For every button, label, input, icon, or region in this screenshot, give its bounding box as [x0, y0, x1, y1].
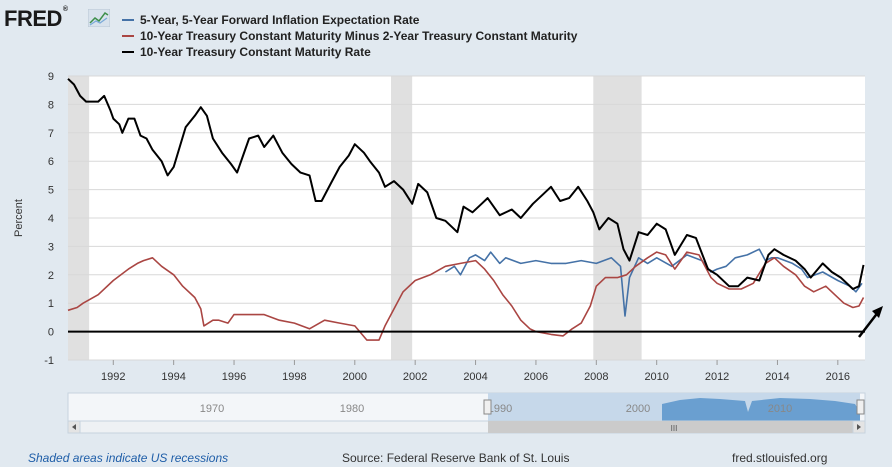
x-tick-label: 1994 [161, 371, 185, 383]
navigator-mini-series [662, 398, 860, 421]
x-tick-label: 2016 [826, 371, 850, 383]
fred-logo[interactable]: FRED® [4, 6, 68, 32]
y-tick-label: -1 [44, 355, 54, 367]
legend-swatch-black [122, 51, 134, 53]
navigator-decade-label: 2010 [768, 403, 792, 415]
site-link[interactable]: fred.stlouisfed.org [732, 451, 828, 465]
x-tick-label: 2004 [463, 371, 487, 383]
y-tick-label: 8 [48, 99, 54, 111]
x-tick-label: 2008 [584, 371, 608, 383]
x-tick-label: 1998 [282, 371, 306, 383]
navigator-handle-right[interactable] [856, 399, 865, 415]
range-navigator[interactable]: 1970 1980 1990 2000 2010 III [67, 392, 866, 434]
x-tick-label: 2006 [524, 371, 548, 383]
navigator-decade-label: 2000 [626, 403, 650, 415]
recession-note: Shaded areas indicate US recessions [28, 451, 229, 465]
x-tick-label: 2010 [644, 371, 668, 383]
legend-label: 5-Year, 5-Year Forward Inflation Expecta… [140, 13, 420, 27]
x-tick-label: 1996 [222, 371, 246, 383]
legend-swatch-blue [122, 19, 134, 21]
y-tick-label: 1 [48, 298, 54, 310]
legend-swatch-red [122, 35, 134, 37]
legend-entry[interactable]: 5-Year, 5-Year Forward Inflation Expecta… [122, 12, 577, 28]
annotation-arrow [858, 306, 883, 338]
gridlines [68, 75, 865, 361]
navigator-decade-label: 1990 [488, 403, 512, 415]
source-text: Source: Federal Reserve Bank of St. Loui… [342, 451, 570, 465]
logo-graph-icon [88, 9, 110, 27]
y-tick-label: 2 [48, 270, 54, 282]
x-axis-ticks: 1992 1994 1996 1998 2000 2002 2004 2006 2008 2010… [101, 360, 850, 383]
registered-mark: ® [62, 6, 68, 13]
x-tick-label: 2002 [403, 371, 427, 383]
series-line-0[interactable] [444, 248, 863, 317]
y-axis-ticks: -1 0 1 2 3 4 5 6 7 8 9 [44, 71, 54, 367]
y-tick-label: 6 [48, 156, 54, 168]
arrow-left-icon [72, 424, 76, 430]
x-tick-label: 1992 [101, 371, 125, 383]
scrollbar-thumb[interactable] [488, 421, 860, 433]
arrow-right-icon [857, 424, 861, 430]
legend-label: 10-Year Treasury Constant Maturity Minus… [140, 29, 578, 43]
legend-entry[interactable]: 10-Year Treasury Constant Maturity Rate [122, 44, 577, 60]
x-tick-label: 2000 [343, 371, 367, 383]
x-tick-label: 2012 [705, 371, 729, 383]
y-tick-label: 0 [48, 327, 54, 339]
series-line-1[interactable] [67, 251, 865, 341]
y-axis-label: Percent [13, 199, 25, 237]
y-tick-label: 5 [48, 185, 54, 197]
legend-label: 10-Year Treasury Constant Maturity Rate [140, 45, 371, 59]
y-tick-label: 9 [48, 71, 54, 83]
fred-logo-text: FRED [4, 6, 62, 31]
chart-legend: 5-Year, 5-Year Forward Inflation Expecta… [122, 12, 577, 60]
legend-entry[interactable]: 10-Year Treasury Constant Maturity Minus… [122, 28, 577, 44]
navigator-handle-left[interactable] [483, 399, 492, 415]
navigator-decade-label: 1970 [200, 403, 224, 415]
navigator-decade-label: 1980 [340, 403, 364, 415]
x-tick-label: 2014 [765, 371, 789, 383]
series-lines [67, 78, 865, 341]
y-tick-label: 4 [48, 213, 54, 225]
y-tick-label: 3 [48, 241, 54, 253]
y-tick-label: 7 [48, 128, 54, 140]
scrollbar-grip: III [671, 424, 678, 433]
series-line-2[interactable] [67, 78, 865, 290]
